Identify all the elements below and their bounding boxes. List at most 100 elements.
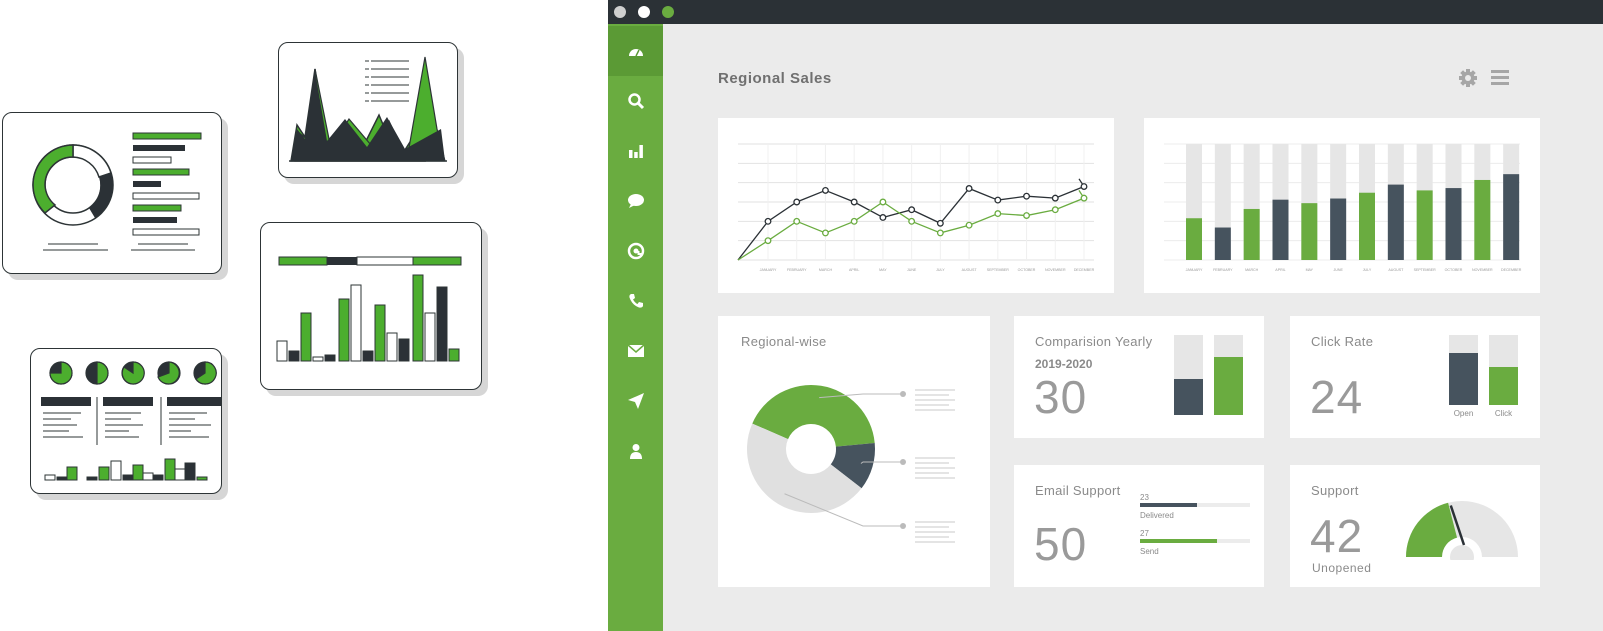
series-2-point — [764, 237, 772, 245]
x-tick-label: DECEMBER — [1501, 268, 1522, 272]
series-1-point — [764, 217, 772, 225]
bar — [1330, 198, 1347, 260]
x-tick-label: AUGUST — [962, 268, 978, 272]
callout-dot — [900, 523, 906, 529]
click-rate-panel: Click Rate 24 Open Click — [1290, 316, 1540, 438]
bar-chart-panel: JANUARY FEBRUARY MARCH APRIL MAY JUNE JULY AUGU… — [1144, 118, 1540, 293]
sidebar-item-reports[interactable] — [608, 126, 663, 176]
chat-bubble-icon — [627, 194, 644, 208]
x-tick-label: MAY — [879, 268, 887, 272]
send-count: 27 — [1140, 529, 1149, 538]
x-tick-label: JUNE — [907, 268, 917, 272]
comparison-bar-1-fill — [1174, 379, 1203, 415]
x-tick-label: DECEMBER — [1074, 268, 1095, 272]
x-tick-label: OCTOBER — [1445, 268, 1463, 272]
email-support-value: 50 — [1034, 518, 1088, 570]
send-label: Send — [1140, 547, 1159, 556]
area-chart-illustration — [289, 56, 447, 162]
bar — [1445, 188, 1462, 260]
email-support-title: Email Support — [1035, 483, 1121, 498]
series-2-point — [793, 217, 801, 225]
user-icon — [629, 444, 642, 459]
callout-line — [784, 493, 903, 527]
x-tick-label: JULY — [1363, 268, 1372, 272]
bar — [1301, 203, 1318, 260]
delivered-label: Delivered — [1140, 511, 1174, 520]
support-title: Support — [1311, 483, 1359, 498]
gauge-hub — [1450, 545, 1474, 560]
callout-dot — [900, 459, 906, 465]
series-2-point — [994, 210, 1002, 218]
gauge-needle — [1449, 505, 1466, 546]
bar — [1474, 179, 1491, 260]
gear-icon[interactable] — [1458, 68, 1478, 88]
series-2-point — [965, 221, 973, 229]
window-maximize-button[interactable] — [662, 6, 674, 18]
support-gauge — [1406, 501, 1518, 560]
series-1-point — [1080, 183, 1088, 190]
bar — [1243, 208, 1260, 260]
x-tick-label: JUNE — [1333, 268, 1343, 272]
open-bar — [1449, 335, 1478, 405]
gauge-fill — [1406, 502, 1458, 557]
series-1-point — [1023, 192, 1030, 200]
donut-slice-2 — [830, 442, 875, 489]
search-icon — [627, 93, 644, 110]
series-2-point — [879, 198, 887, 206]
donut-slice-1 — [752, 385, 875, 447]
series-2-point — [850, 217, 858, 225]
sidebar-item-messages[interactable] — [608, 176, 663, 226]
series-1-point — [793, 198, 801, 206]
callout-line — [819, 393, 903, 399]
sidebar-item-mentions[interactable] — [608, 226, 663, 276]
comparison-bar-2 — [1214, 335, 1243, 415]
illustration-pies-card — [30, 348, 222, 494]
support-panel: Support 42 Unopened — [1290, 465, 1540, 587]
sidebar-item-mail[interactable] — [608, 326, 663, 376]
sidebar-item-search[interactable] — [608, 76, 663, 126]
support-value: 42 — [1310, 510, 1364, 562]
bar — [1272, 199, 1289, 260]
support-caption: Unopened — [1312, 561, 1372, 575]
x-tick-label: SEPTEMBER — [1414, 268, 1437, 272]
sidebar — [608, 24, 663, 631]
window-close-button[interactable] — [614, 6, 626, 18]
illustration-bars-card — [260, 222, 482, 390]
regional-wise-title: Regional-wise — [741, 334, 827, 349]
sidebar-item-profile[interactable] — [608, 426, 663, 476]
series-2-point — [1051, 206, 1059, 214]
bar — [1387, 184, 1404, 260]
mail-icon — [627, 344, 644, 357]
comparison-yearly-title: Comparision Yearly — [1035, 334, 1153, 349]
click-rate-value: 24 — [1310, 371, 1364, 423]
delivered-progress-fill — [1140, 503, 1198, 507]
series-2-point — [908, 217, 916, 225]
pies-table-illustration — [41, 361, 221, 481]
delivered-count: 23 — [1140, 493, 1149, 502]
regional-donut-chart — [747, 385, 955, 543]
click-bar — [1489, 335, 1518, 405]
bar — [1416, 190, 1433, 260]
x-tick-label: OCTOBER — [1018, 268, 1036, 272]
donut-list-illustration — [32, 132, 202, 251]
series-1-point — [965, 185, 973, 192]
bar — [1503, 174, 1520, 260]
donut-slice-3 — [747, 423, 862, 514]
x-tick-label: JANUARY — [1186, 268, 1203, 272]
dashboard-window: Regional Sales JANUARY FEBRUARY MARCH APRIL… — [608, 0, 1603, 631]
window-minimize-button[interactable] — [638, 6, 650, 18]
open-bar-label: Open — [1453, 409, 1474, 418]
series-1-point — [908, 206, 916, 214]
bar — [1186, 218, 1202, 260]
phone-icon — [628, 294, 643, 308]
series-2-point — [936, 229, 944, 237]
bar — [1359, 192, 1375, 260]
sidebar-item-dashboard[interactable] — [608, 26, 663, 76]
at-sign-icon — [627, 242, 644, 260]
sidebar-item-calls[interactable] — [608, 276, 663, 326]
hamburger-menu-icon[interactable] — [1491, 69, 1509, 86]
x-tick-label: NOVEMBER — [1045, 268, 1066, 272]
sidebar-item-send[interactable] — [608, 376, 663, 426]
x-tick-label: FEBRUARY — [787, 268, 807, 272]
comparison-bar-1 — [1174, 335, 1203, 415]
